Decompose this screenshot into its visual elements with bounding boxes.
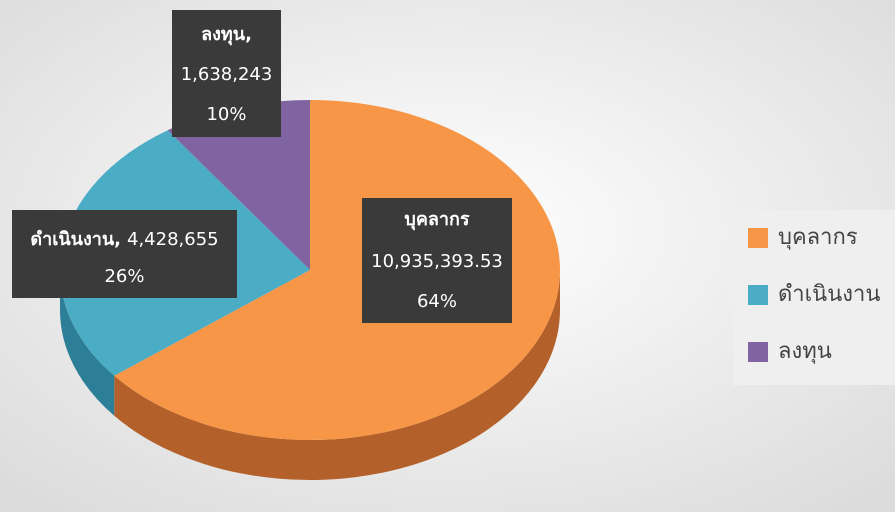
label-category: ดำเนินงาน [30,229,114,250]
legend-label: บุคลากร [778,225,858,250]
label-percent: 10% [206,104,246,125]
label-value: 4,428,655 [127,229,219,250]
pie-slice [167,100,310,270]
data-label: บุคลากร [404,209,470,231]
label-value: 10,935,393.53 [371,251,503,272]
legend-label: ลงทุน [778,339,832,364]
data-label-box [172,10,281,137]
data-label: 10% [206,104,246,125]
data-label-box [12,210,237,298]
label-percent: 64% [417,291,457,312]
data-label: 10,935,393.53 [371,251,503,272]
label-percent: 26% [104,266,144,287]
label-category: บุคลากร [404,209,470,231]
pie-wall [114,270,560,480]
data-label: 26% [104,266,144,287]
data-label: ดำเนินงาน, 4,428,655 [30,229,218,250]
data-label: 1,638,243 [181,64,273,85]
pie-wall [60,270,115,416]
data-label: 64% [417,291,457,312]
label-category: ลงทุน [201,24,246,46]
label-separator: , [245,24,252,45]
data-label: ลงทุน, [201,24,252,46]
label-value: 1,638,243 [181,64,273,85]
legend-swatch [748,228,768,248]
legend-label: ดำเนินงาน [778,282,880,307]
legend-swatch [748,342,768,362]
pie-slice [114,100,560,440]
label-separator: , [114,229,121,250]
data-label-box [362,198,512,323]
legend-swatch [748,285,768,305]
